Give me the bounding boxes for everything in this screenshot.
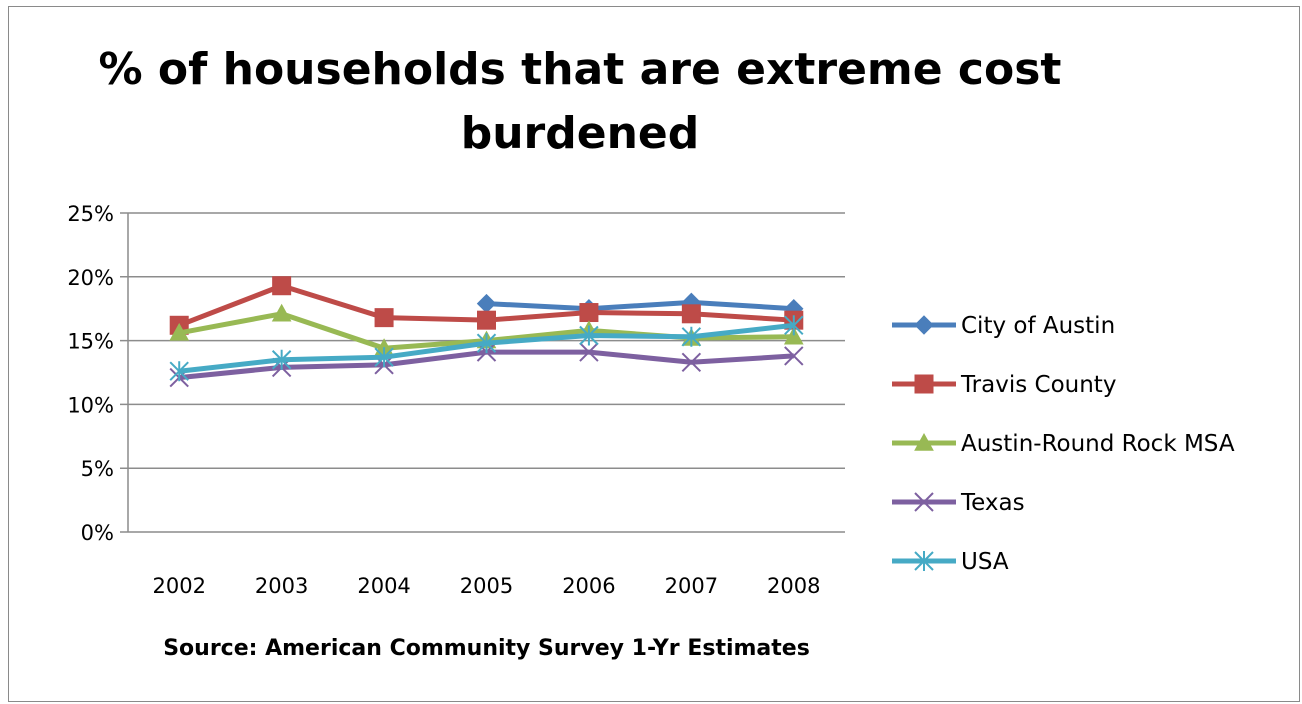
y-tick-label: 25%	[67, 202, 114, 226]
data-point	[783, 326, 804, 345]
data-point	[169, 322, 190, 341]
x-tick-label: 2003	[255, 574, 308, 598]
x-tick-label: 2007	[665, 574, 718, 598]
x-tick-label: 2008	[767, 574, 820, 598]
y-tick-label: 0%	[81, 521, 114, 545]
y-tick-label: 5%	[81, 457, 114, 481]
x-axis-ticks: 2002 2003 2004 2005 2006 2007 2008	[152, 574, 820, 598]
data-point	[681, 326, 702, 347]
x-tick-label: 2006	[562, 574, 615, 598]
legend: City of Austin Travis County Austin-Round …	[892, 313, 1235, 575]
x-axis-title: Source: American Community Survey 1-Yr E…	[163, 636, 810, 661]
data-point	[476, 333, 497, 354]
data-point	[272, 276, 292, 296]
data-point	[271, 303, 292, 322]
data-point	[579, 303, 599, 323]
series-line	[178, 349, 794, 381]
legend-label: USA	[961, 549, 1009, 575]
data-point	[914, 374, 934, 394]
legend-item: City of Austin	[892, 313, 1115, 339]
data-point	[914, 315, 934, 335]
data-point	[374, 347, 394, 368]
data-point	[784, 315, 804, 336]
x-tick-label: 2005	[460, 574, 513, 598]
data-point	[476, 293, 497, 314]
data-point	[579, 325, 599, 346]
y-tick-label: 15%	[67, 330, 114, 354]
data-point	[681, 352, 702, 372]
data-point	[681, 304, 701, 324]
legend-label: Texas	[960, 490, 1025, 516]
x-tick-label: 2004	[357, 574, 410, 598]
series-usa	[169, 315, 804, 382]
legend-item: Travis County	[892, 372, 1116, 398]
legend-label: City of Austin	[961, 313, 1115, 339]
data-point	[169, 361, 189, 382]
chart-frame	[8, 6, 1300, 702]
data-point	[477, 310, 496, 330]
y-tick-label: 20%	[67, 266, 114, 290]
data-point	[914, 551, 934, 571]
legend-item: Austin-Round Rock MSA	[892, 431, 1235, 457]
y-tick-label: 10%	[67, 393, 114, 417]
series-line	[486, 299, 794, 312]
legend-item: Texas	[892, 490, 1025, 516]
y-axis-ticks: 0% 5% 10% 15% 20% 25%	[67, 202, 114, 545]
data-point	[374, 308, 394, 328]
data-point	[579, 342, 599, 362]
chart-title: % of households that are extreme cost bu…	[98, 44, 1062, 159]
data-point	[914, 492, 934, 512]
data-point	[914, 432, 934, 451]
x-tick-label: 2002	[152, 574, 205, 598]
series-group	[169, 276, 804, 388]
data-point	[784, 346, 804, 366]
data-point	[271, 349, 292, 370]
legend-label: Austin-Round Rock MSA	[961, 431, 1235, 457]
legend-item: USA	[892, 549, 1009, 575]
legend-label: Travis County	[960, 372, 1116, 398]
